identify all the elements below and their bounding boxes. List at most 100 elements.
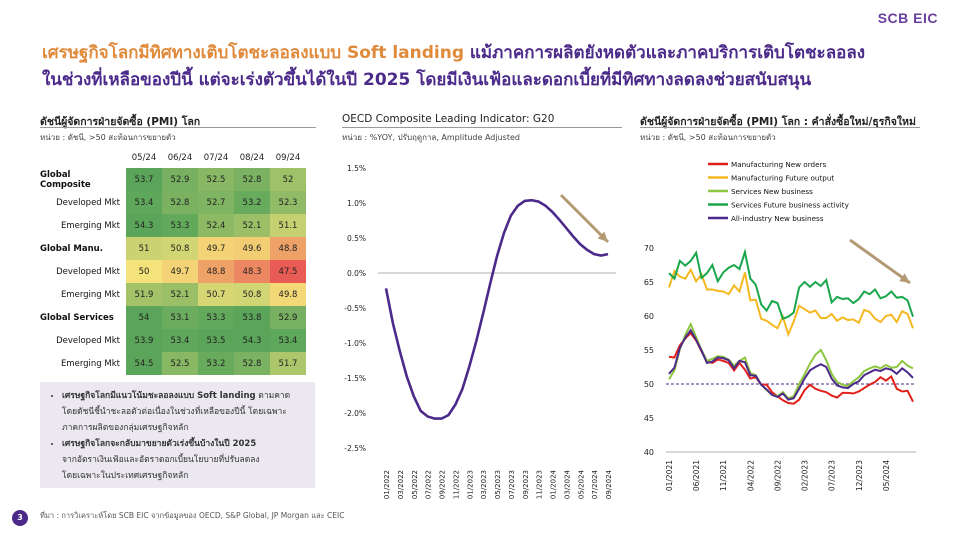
heatmap-cell: 50.8 [162,237,198,260]
legend-label: Services Future business activity [731,201,850,210]
y-tick-label: -2.5% [344,444,366,453]
heatmap-row: Emerging Mkt 54.5 52.5 53.2 52.8 51.7 [40,352,306,375]
trend-arrow-head [899,273,910,283]
y-tick-label: -2.0% [344,409,366,418]
heatmap-col-header: 09/24 [275,153,301,163]
heatmap-cell: 53.4 [270,329,306,352]
heatmap-cell: 52.1 [234,214,270,237]
series-line [668,328,914,401]
heatmap-cell: 49.7 [198,237,234,260]
heatmap-cell: 52.9 [162,168,198,191]
heatmap-row-label: Developed Mkt [56,266,120,277]
x-tick-label: 03/2023 [480,470,488,499]
heatmap-cell: 53.4 [162,329,198,352]
panel2-title: OECD Composite Leading Indicator: G20 [342,113,555,125]
page-headline: เศรษฐกิจโลกมีทิศทางเติบโตชะลอลงแบบ Soft … [42,40,922,94]
key-notes-box: เศรษฐกิจโลกมีแนวโน้มชะลอลงแบบ Soft landi… [40,382,315,488]
x-tick-label: 09/2022 [773,460,782,491]
note-line: ภาคการผลิตของกลุ่มเศรษฐกิจหลัก [62,423,189,433]
heatmap-cell: 53.3 [198,306,234,329]
x-tick-label: 07/2022 [425,470,433,499]
x-tick-label: 11/2023 [536,470,544,499]
heatmap-cell: 52.9 [270,306,306,329]
legend-label: Manufacturing New orders [731,160,826,169]
note-line: จากอัตราเงินเฟ้อและอัตราดอกเบี้ยนโยบายที… [62,455,260,465]
heatmap-row-label: Emerging Mkt [60,358,120,369]
y-tick-label: 60 [644,312,654,321]
heatmap-cell: 48.3 [234,260,270,283]
heatmap-cell: 52.8 [234,168,270,191]
x-tick-label: 01/2023 [466,470,474,499]
heatmap-cell: 52.4 [198,214,234,237]
heatmap-cell: 50.8 [234,283,270,306]
heatmap-cell: 53.2 [234,191,270,214]
x-tick-label: 11/2021 [719,460,728,491]
x-tick-label: 02/2023 [801,460,810,491]
heatmap-header-row: 05/24 06/24 07/24 08/24 09/24 [40,148,306,168]
panel2-unit: หน่วย : %YOY, ปรับฤดูกาล, Amplitude Adju… [342,133,520,142]
heatmap-cell: 49.6 [234,237,270,260]
headline-line2: ในช่วงที่เหลือของปีนี้ แต่จะเร่งตัวขึ้นไ… [42,70,812,90]
heatmap-row-label: Emerging Mkt [60,289,120,300]
heatmap-row-label: Global Manu. [40,243,103,254]
cli-series-line [384,198,609,420]
legend-label: Manufacturing Future output [731,174,834,183]
heatmap-cell: 52.8 [162,191,198,214]
heatmap-cell: 54.5 [126,352,162,375]
heatmap-row-label: Developed Mkt [56,335,120,346]
heatmap-row-label: Emerging Mkt [60,220,120,231]
heatmap-corner [40,148,126,168]
heatmap-cell: 52.1 [162,283,198,306]
series-line [668,321,914,400]
heatmap-cell: 48.8 [198,260,234,283]
heatmap-cell: 49.8 [270,283,306,306]
heatmap-cell: 53.1 [162,306,198,329]
heatmap-cell: 51 [126,237,162,260]
note-item: เศรษฐกิจโลกมีแนวโน้มชะลอลงแบบ Soft landi… [62,388,307,436]
heatmap-col-header: 05/24 [131,153,157,163]
trend-arrow-head [597,231,608,242]
x-tick-label: 05/2022 [411,470,419,499]
x-tick-label: 01/2024 [550,469,558,499]
x-tick-label: 09/2024 [605,469,613,499]
heatmap-col-header: 07/24 [203,153,229,163]
heatmap-cell: 52 [270,168,306,191]
heatmap-cell: 52.8 [234,352,270,375]
heatmap-cell: 50 [126,260,162,283]
legend-label: All-industry New business [731,214,824,223]
heatmap-cell: 52.5 [198,168,234,191]
heatmap-row-label: Global Services [40,312,114,323]
pmi-new-orders-line-chart: 40 45 50 55 60 65 70 01/2021 06/2021 11/2021 04/20… [644,160,916,491]
x-tick-label: 07/2024 [591,469,599,499]
trend-arrow-shaft [849,238,911,285]
x-tick-label: 04/2022 [746,460,755,491]
x-tick-label: 01/2022 [383,470,391,499]
y-tick-label: 0.5% [347,234,366,243]
x-tick-label: 05/2023 [494,470,502,499]
panel2-rule [342,127,622,128]
heatmap-row: Developed Mkt 53.9 53.4 53.5 54.3 53.4 [40,329,306,352]
heatmap-cell: 53.7 [126,168,162,191]
heatmap-cell: 51.9 [126,283,162,306]
heatmap-cell: 53.9 [126,329,162,352]
heatmap-body: Global Composite 53.7 52.9 52.5 52.8 52 Develo… [40,168,306,375]
heatmap-cell: 53.2 [198,352,234,375]
heatmap-cell: 52.3 [270,191,306,214]
heatmap-cell: 54.3 [234,329,270,352]
y-tick-label: 1.5% [347,164,366,173]
heatmap-row: Global Composite 53.7 52.9 52.5 52.8 52 [40,168,306,191]
heatmap-cell: 48.8 [270,237,306,260]
cli-line-chart: -2.5% -2.0% -1.5% -1.0% -0.5% 0.0% 0.5% 1.0% 1.5… [344,164,616,499]
brand-logo: SCB EIC [878,10,938,26]
y-tick-label: 40 [644,448,654,457]
heatmap-cell: 53.8 [234,306,270,329]
heatmap-row-label: Developed Mkt [56,197,120,208]
x-tick-label: 09/2023 [522,470,530,499]
x-tick-label: 06/2021 [692,460,701,491]
heatmap-cell: 51.7 [270,352,306,375]
heatmap-cell: 53.3 [162,214,198,237]
heatmap-cell: 52.7 [198,191,234,214]
x-tick-label: 05/2024 [882,460,891,491]
y-tick-label: 1.0% [347,199,366,208]
heatmap-cell: 53.4 [126,191,162,214]
